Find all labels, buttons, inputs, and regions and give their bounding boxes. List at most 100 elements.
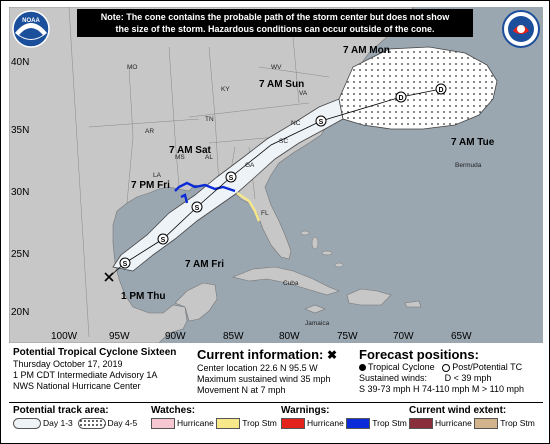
land-cuba [232, 266, 340, 296]
state-label-nc: NC [291, 120, 301, 127]
state-label-mo: MO [127, 64, 137, 71]
forecast-info: Forecast positions: Tropical Cyclone Pos… [359, 347, 543, 395]
current-title-text: Current information: [197, 347, 324, 362]
x-icon: ✖ [327, 348, 338, 362]
place-label-bermuda: Bermuda [455, 162, 482, 169]
legend-extent-items: Hurricane Trop Stm [409, 417, 541, 430]
svg-text:D: D [398, 95, 403, 102]
note-line-2: the size of the storm. Hazardous conditi… [115, 24, 434, 34]
state-label-sc: SC [279, 138, 288, 145]
note-box [77, 9, 473, 37]
current-movement: Movement N at 7 mph [197, 385, 286, 395]
info-row: Potential Tropical Cyclone Sixteen Thurs… [9, 344, 543, 400]
label-7am-sun: 7 AM Sun [259, 79, 304, 90]
storm-date: Thursday October 17, 2019 [13, 359, 123, 369]
storm-info: Potential Tropical Cyclone Sixteen Thurs… [13, 347, 199, 392]
cone-day-4-5 [338, 46, 498, 130]
forecast-shm: S 39-73 mph H 74-110 mph M > 110 mph [359, 384, 525, 394]
lon-label-65w: 65W [451, 331, 472, 342]
legend-extent-title: Current wind extent: [409, 405, 507, 416]
extent-hurricane-swatch [409, 418, 433, 430]
warning-tropstm-coast [174, 181, 236, 193]
storm-advisory: 1 PM CDT Intermediate Advisory 1A [13, 370, 158, 380]
track-point-6: D [395, 91, 407, 103]
current-wind: Maximum sustained wind 35 mph [197, 374, 331, 384]
forecast-map[interactable]: S S S S S D D [9, 7, 543, 343]
state-label-la: LA [153, 172, 162, 179]
tropical-cyclone-icon [359, 364, 366, 372]
nws-logo [502, 10, 540, 48]
state-label-ga: GA [245, 162, 255, 169]
lon-label-95w: 95W [109, 331, 130, 342]
track-point-4: S [225, 171, 237, 183]
forecast-symbols: Tropical Cyclone Post/Potential TC [359, 362, 543, 373]
watch-tropstm-florida [236, 192, 261, 222]
info-panel: Potential Tropical Cyclone Sixteen Thurs… [9, 344, 543, 441]
map-svg: S S S S S D D [9, 7, 543, 343]
svg-text:D: D [438, 87, 443, 94]
lon-label-70w: 70W [393, 331, 414, 342]
state-label-ms: MS [175, 154, 185, 161]
state-label-va: VA [299, 90, 308, 97]
legend-warnings: Warnings: Hurricane Trop Stm [281, 405, 407, 430]
forecast-d: D < 39 mph [444, 373, 492, 383]
watch-tropstm-swatch [216, 418, 241, 430]
legend-watches-title: Watches: [151, 405, 196, 416]
legend-track: Potential track area: Day 1-3 Day 4-5 [13, 405, 143, 430]
lon-label-80w: 80W [279, 331, 300, 342]
state-label-ar: AR [145, 128, 154, 135]
post-potential-tc-icon [442, 363, 451, 372]
warn-tropstm-swatch [346, 418, 371, 430]
legend-extent-hurricane: Hurricane [435, 418, 472, 428]
label-7am-fri: 7 AM Fri [185, 259, 224, 270]
label-1pm-thu: 1 PM Thu [121, 291, 165, 302]
state-label-al: AL [205, 154, 213, 161]
place-label-cuba: Cuba [283, 280, 299, 287]
legend-watches-items: Hurricane Trop Stm [151, 417, 277, 430]
legend-row: Potential track area: Day 1-3 Day 4-5 Wa… [9, 402, 543, 441]
lat-label-30n: 30N [11, 187, 29, 198]
lon-label-100w: 100W [51, 331, 78, 342]
day-1-3-swatch [13, 418, 41, 430]
svg-text:S: S [195, 205, 200, 212]
legend-watches: Watches: Hurricane Trop Stm [151, 405, 277, 430]
label-7am-sat: 7 AM Sat [169, 145, 212, 156]
land-jamaica [304, 304, 326, 314]
legend-extent-tropstm: Trop Stm [500, 418, 535, 428]
legend-watch-tropstm: Trop Stm [242, 418, 277, 428]
legend-day13: Day 1-3 [43, 418, 73, 428]
track-point-5: S [315, 115, 327, 127]
label-7pm-fri: 7 PM Fri [131, 180, 170, 191]
state-label-ky: KY [221, 86, 230, 93]
track-point-1: S [119, 257, 131, 269]
legend-warn-tropstm: Trop Stm [372, 418, 407, 428]
state-label-wv: WV [271, 64, 282, 71]
extent-tropstm-swatch [474, 418, 499, 430]
lat-label-35n: 35N [11, 125, 29, 136]
svg-text:S: S [319, 119, 324, 126]
legend-extent: Current wind extent: Hurricane Trop Stm [409, 405, 541, 430]
track-point-3: S [191, 201, 203, 213]
land-hispaniola [346, 288, 392, 306]
current-info: Current information: ✖ Center location 2… [197, 347, 357, 396]
track-point-7: D [435, 83, 447, 95]
legend-watch-hurricane: Hurricane [177, 418, 214, 428]
state-label-tn: TN [205, 116, 214, 123]
lon-label-85w: 85W [223, 331, 244, 342]
current-title: Current information: ✖ [197, 347, 357, 363]
storm-name: Potential Tropical Cyclone Sixteen [13, 347, 177, 358]
legend-warnings-title: Warnings: [281, 405, 330, 416]
label-7am-tue: 7 AM Tue [451, 137, 495, 148]
forecast-sustained-row: Sustained winds: D < 39 mph [359, 373, 543, 384]
svg-text:NOAA: NOAA [22, 18, 40, 24]
land-puerto-rico [404, 300, 422, 308]
state-label-fl: FL [261, 210, 269, 217]
label-7am-mon: 7 AM Mon [343, 45, 390, 56]
track-point-0 [104, 272, 114, 282]
note-line-1: Note: The cone contains the probable pat… [101, 12, 451, 22]
forecast-title: Forecast positions: [359, 347, 479, 362]
lon-label-75w: 75W [337, 331, 358, 342]
forecast-post-label: Post/Potential TC [452, 362, 523, 372]
lat-label-20n: 20N [11, 307, 29, 318]
